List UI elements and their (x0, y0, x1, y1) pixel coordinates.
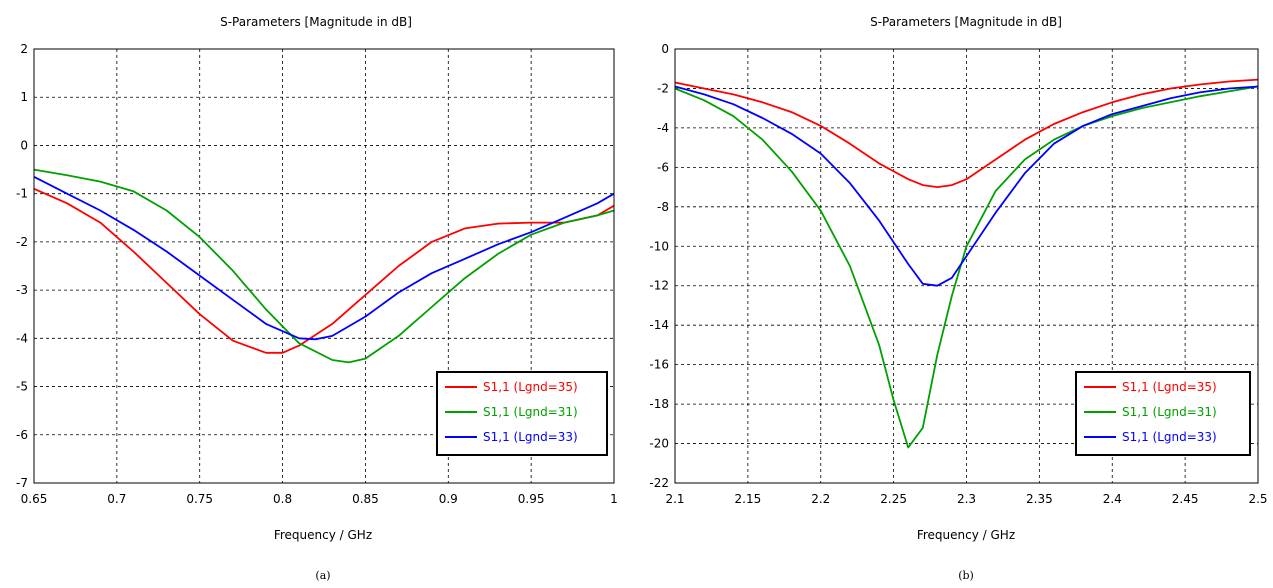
y-tick-label: 2 (20, 42, 28, 56)
x-tick-label: 2.5 (1248, 492, 1267, 506)
x-tick-label: 0.65 (21, 492, 48, 506)
y-tick-label: -4 (16, 331, 28, 345)
y-tick-label: -22 (649, 476, 669, 490)
y-tick-label: -8 (657, 200, 669, 214)
tick-labels-b: 2.1 2.15 2.2 2.25 2.3 2.35 2.4 2.45 2.5 0 -2 -4 -6 -8… (649, 42, 1267, 506)
x-tick-label: 2.25 (880, 492, 907, 506)
series-layer-a (33, 168, 615, 364)
legend-a: S1,1 (Lgnd=35) S1,1 (Lgnd=31) S1,1 (Lgnd=3… (436, 371, 608, 456)
x-tick-label: 2.15 (735, 492, 762, 506)
x-tick-label: 2.3 (957, 492, 976, 506)
y-tick-label: -7 (16, 476, 28, 490)
series-line-1 (33, 187, 615, 354)
y-tick-label: -1 (16, 187, 28, 201)
y-tick-label: -16 (649, 358, 669, 372)
x-tick-label: 2.45 (1172, 492, 1199, 506)
series-line-1 (674, 78, 1259, 189)
x-tick-label: 2.1 (665, 492, 684, 506)
legend-box (436, 371, 608, 456)
y-tick-label: 0 (20, 138, 28, 152)
x-tick-label: 0.75 (186, 492, 213, 506)
legend-label: S1,1 (Lgnd=35) (483, 380, 578, 394)
x-axis-label-a: Frequency / GHz (274, 528, 372, 542)
x-tick-label: 0.95 (518, 492, 545, 506)
y-tick-label: -20 (649, 437, 669, 451)
x-tick-label: 2.4 (1103, 492, 1122, 506)
y-tick-label: -2 (657, 81, 669, 95)
gridlines-b (675, 49, 1258, 483)
tick-labels-a: 0.65 0.7 0.75 0.8 0.85 0.9 0.95 1 2 1 0 -1 -2 -3 -4 -5 -… (16, 42, 618, 506)
legend-label: S1,1 (Lgnd=31) (1122, 405, 1217, 419)
legend-box (1075, 371, 1251, 456)
plot-frame-b (674, 48, 1259, 484)
chart-title-b: S-Parameters [Magnitude in dB] (870, 15, 1062, 29)
series-line-3 (674, 85, 1259, 287)
legend-label: S1,1 (Lgnd=33) (1122, 430, 1217, 444)
y-tick-label: -6 (16, 428, 28, 442)
chart-title-a: S-Parameters [Magnitude in dB] (220, 15, 412, 29)
chart-panel-b: S-Parameters [Magnitude in dB] 2.1 2.15 2.… (649, 15, 1267, 582)
caption-a: (a) (315, 569, 330, 582)
plot-frame-a (33, 48, 615, 484)
x-tick-label: 2.2 (811, 492, 830, 506)
y-tick-label: -6 (657, 160, 669, 174)
legend-b: S1,1 (Lgnd=35) S1,1 (Lgnd=31) S1,1 (Lgnd=3… (1075, 371, 1251, 456)
legend-label: S1,1 (Lgnd=35) (1122, 380, 1217, 394)
series-line-2 (33, 168, 615, 364)
x-tick-label: 0.8 (273, 492, 292, 506)
y-tick-label: 0 (661, 42, 669, 56)
y-tick-label: 1 (20, 90, 28, 104)
y-tick-label: -12 (649, 279, 669, 293)
x-tick-label: 2.35 (1026, 492, 1053, 506)
y-tick-label: -4 (657, 121, 669, 135)
y-tick-label: -10 (649, 239, 669, 253)
y-tick-label: -18 (649, 397, 669, 411)
series-line-2 (674, 85, 1259, 449)
series-line-3 (33, 175, 615, 341)
y-tick-label: -14 (649, 318, 669, 332)
x-tick-label: 0.9 (439, 492, 458, 506)
caption-b: (b) (958, 569, 974, 582)
series-layer-b (674, 78, 1259, 449)
y-tick-label: -5 (16, 380, 28, 394)
chart-panel-a: S-Parameters [Magnitude in dB] 0.65 0.7 0.… (16, 15, 618, 582)
y-tick-label: -2 (16, 235, 28, 249)
x-tick-label: 1 (610, 492, 618, 506)
y-tick-label: -3 (16, 283, 28, 297)
legend-label: S1,1 (Lgnd=31) (483, 405, 578, 419)
x-tick-label: 0.85 (352, 492, 379, 506)
x-axis-label-b: Frequency / GHz (917, 528, 1015, 542)
x-tick-label: 0.7 (107, 492, 126, 506)
legend-label: S1,1 (Lgnd=33) (483, 430, 578, 444)
